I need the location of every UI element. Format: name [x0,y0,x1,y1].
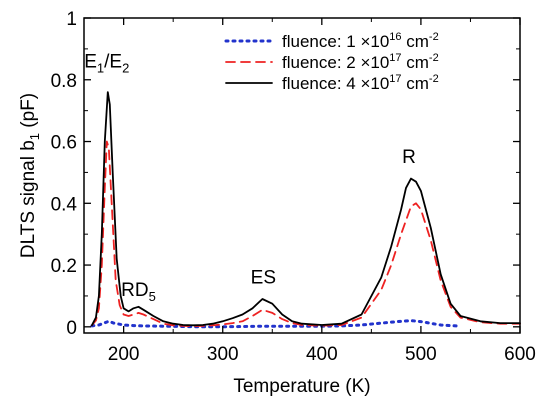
y-tick-label: 0.4 [51,194,78,215]
x-tick-label: 600 [504,344,536,365]
peak-label-text: E [84,51,97,72]
peak-label: R [402,147,416,168]
series-line-solid [91,91,521,327]
peak-label-text: RD [121,280,148,301]
x-axis-title: Temperature (K) [233,376,370,397]
legend-label-unit: cm [402,32,429,51]
axis-ticks [84,17,521,333]
legend-label-exponent: 16 [389,31,401,43]
legend-label-unit: cm [402,74,429,93]
y-axis-title-unit: (pF) [18,93,39,133]
x-tick-label: 200 [108,344,140,365]
peak-label-text: R [402,147,416,168]
y-tick-label: 1 [66,9,77,30]
legend-label-text: fluence: 2 ×10 [282,53,389,72]
legend-label-unit-exponent: -2 [429,31,439,43]
legend-label-text: fluence: 4 ×10 [282,74,389,93]
peak-label: RD5 [121,280,156,304]
y-tick-label: 0.2 [51,256,77,277]
plot-frame [83,17,521,334]
peak-label-sub: 5 [149,289,156,304]
peak-label: ES [251,268,276,289]
peak-annotations: E1/E2 RD5 ES R [84,51,416,304]
axis-tick-labels: 200 300 400 500 600 0 0.2 0.4 0.6 0.8 1 [51,9,536,365]
series-line-dotted [90,319,462,329]
legend-label-unit-exponent: -2 [429,73,439,85]
peak-label-text: ES [251,268,276,289]
legend-label-text: fluence: 1 ×10 [282,32,389,51]
peak-label-rest: /E [104,51,122,72]
x-tick-label: 300 [207,344,239,365]
legend-label: fluence: 4 ×1017 cm-2 [282,73,439,93]
legend-label-unit-exponent: -2 [429,52,439,64]
legend-label-exponent: 17 [389,52,401,64]
legend-label-unit: cm [402,53,429,72]
legend-label: fluence: 1 ×1016 cm-2 [282,31,439,51]
peak-label-sub2: 2 [122,60,129,75]
plot-lines [90,91,521,329]
y-tick-label: 0.6 [51,133,77,154]
x-tick-label: 400 [306,344,338,365]
x-tick-label: 500 [405,344,437,365]
series-line-dashed [91,140,521,328]
y-axis-title: DLTS signal b1 (pF) [18,93,42,258]
y-axis-title-main: DLTS signal b [18,140,39,258]
legend-label: fluence: 2 ×1017 cm-2 [282,52,439,72]
peak-label-sub: 1 [97,60,104,75]
peak-label: E1/E2 [84,51,129,75]
legend-label-exponent: 17 [389,73,401,85]
y-tick-label: 0 [66,318,77,339]
y-tick-label: 0.8 [51,71,77,92]
y-axis-title-sub: 1 [27,133,42,140]
